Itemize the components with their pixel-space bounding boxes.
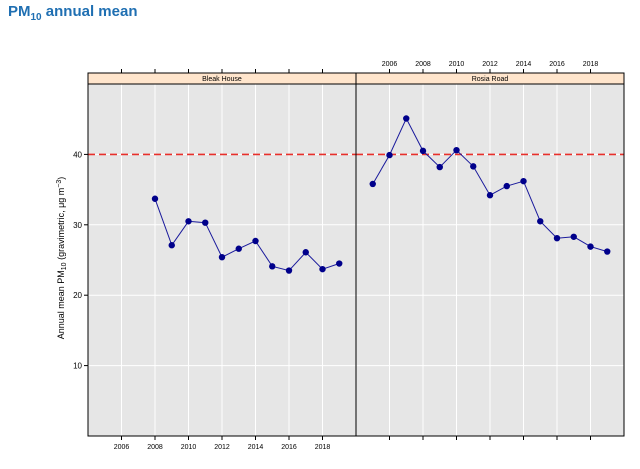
x-tick-label: 2006 — [382, 61, 398, 68]
data-point — [436, 163, 443, 171]
panel-frame — [355, 83, 625, 437]
panel-rosia-road: Rosia Road 2006 2008 2010 2012 2014 2016 2018 — [355, 61, 625, 440]
data-point — [202, 219, 209, 226]
x-tick-label: 2012 — [482, 61, 498, 68]
panel-bleak-house: Bleak House 2006 2008 2010 2012 2014 2016 2018 — [87, 69, 357, 451]
data-point — [470, 163, 477, 170]
data-point — [369, 180, 376, 188]
x-tick-label: 2018 — [315, 444, 331, 451]
data-point — [453, 146, 460, 154]
data-point — [336, 260, 343, 267]
data-point — [218, 253, 226, 261]
x-tick-label: 2016 — [549, 61, 565, 68]
panel-strip-label: Bleak House — [202, 76, 242, 83]
x-tick-label: 2010 — [181, 444, 197, 451]
y-tick-label: 30 — [73, 221, 82, 230]
data-point — [553, 234, 561, 242]
data-point — [185, 218, 192, 225]
panel-strip-label: Rosia Road — [472, 76, 509, 83]
x-tick-label: 2008 — [147, 444, 163, 451]
page-title: PM10 annual mean — [8, 3, 138, 23]
x-tick-label: 2014 — [516, 61, 532, 68]
data-point — [537, 218, 544, 225]
data-point — [403, 115, 410, 122]
data-point — [604, 248, 611, 255]
x-tick-label: 2006 — [114, 444, 130, 451]
data-point — [285, 267, 293, 274]
data-point — [419, 147, 427, 155]
data-point — [319, 265, 326, 273]
data-point — [235, 245, 242, 252]
x-tick-label: 2016 — [281, 444, 297, 451]
data-point — [587, 243, 594, 250]
data-point — [269, 263, 276, 270]
data-point — [252, 237, 259, 245]
x-tick-label: 2010 — [449, 61, 465, 68]
data-point — [520, 177, 527, 185]
data-point — [570, 233, 577, 240]
x-tick-label: 2018 — [583, 61, 599, 68]
y-axis-label: Annual mean PM10 (gravimetric, μg m−3) — [56, 177, 68, 340]
data-point — [386, 151, 393, 159]
data-point — [151, 195, 159, 202]
data-point — [168, 242, 175, 249]
data-point — [503, 182, 510, 190]
data-point — [486, 192, 494, 199]
y-tick-label: 40 — [73, 150, 82, 159]
data-point — [302, 249, 309, 256]
x-tick-label: 2012 — [214, 444, 230, 451]
y-tick-label: 10 — [73, 362, 82, 371]
x-tick-label: 2014 — [248, 444, 264, 451]
x-tick-label: 2008 — [415, 61, 431, 68]
series-line — [154, 198, 340, 272]
y-tick-label: 20 — [73, 291, 82, 300]
